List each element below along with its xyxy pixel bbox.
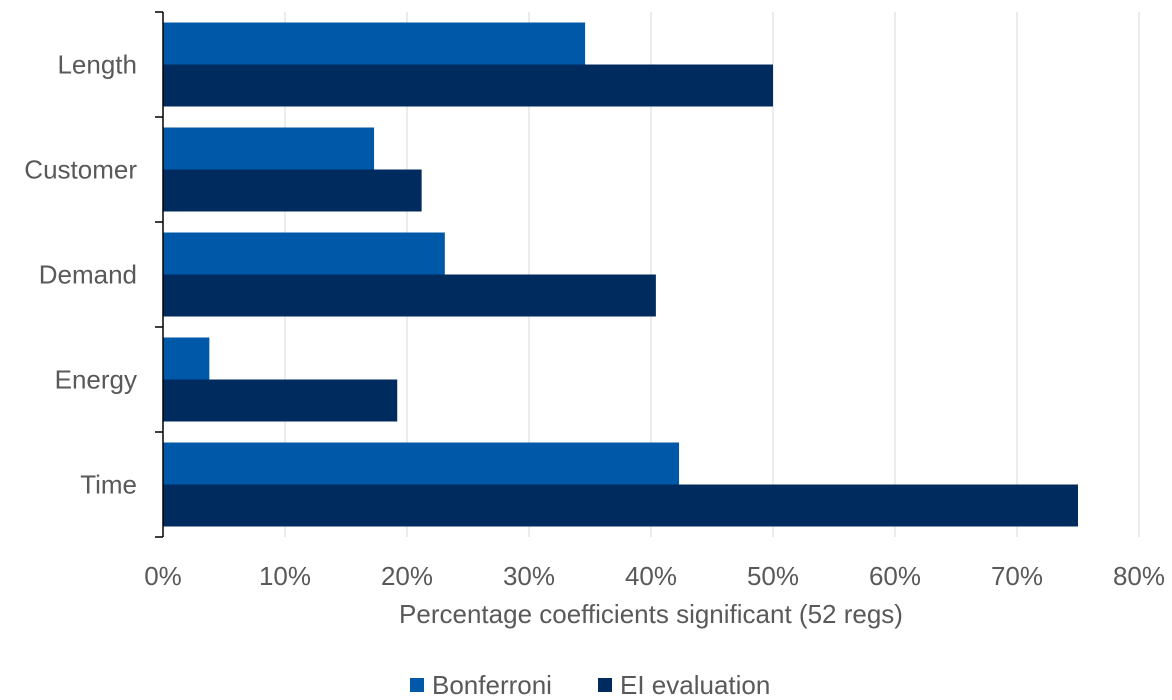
category-label-demand: Demand xyxy=(39,260,137,290)
x-tick-label: 50% xyxy=(747,561,799,591)
x-tick-label: 40% xyxy=(625,561,677,591)
axes xyxy=(155,11,164,538)
bar-time-bonferroni xyxy=(163,442,680,485)
bar-length-bonferroni xyxy=(163,22,586,65)
legend-label: Bonferroni xyxy=(432,670,552,700)
category-label-customer: Customer xyxy=(24,155,137,185)
bar-time-ei-evaluation xyxy=(163,484,1078,527)
bar-customer-bonferroni xyxy=(163,127,375,170)
x-tick-label: 30% xyxy=(503,561,555,591)
x-tick-labels: 0% 10% 20% 30% 40% 50% 60% 70% 80% xyxy=(144,561,1165,591)
bar-energy-ei-evaluation xyxy=(163,379,398,422)
category-label-length: Length xyxy=(57,50,137,80)
legend-label: EI evaluation xyxy=(620,670,770,700)
x-tick-label: 0% xyxy=(144,561,182,591)
category-labels: Length Customer Demand Energy Time xyxy=(24,50,137,500)
bar-demand-ei-evaluation xyxy=(163,274,656,317)
x-tick-label: 20% xyxy=(381,561,433,591)
category-label-time: Time xyxy=(80,470,137,500)
bar-demand-bonferroni xyxy=(163,232,445,275)
x-tick-label: 60% xyxy=(869,561,921,591)
bar-customer-ei-evaluation xyxy=(163,169,422,212)
legend-swatch xyxy=(598,678,612,692)
legend-swatch xyxy=(410,678,424,692)
x-axis-title: Percentage coefficients significant (52 … xyxy=(399,599,903,629)
category-label-energy: Energy xyxy=(55,365,137,395)
legend: Bonferroni EI evaluation xyxy=(410,670,770,700)
bars xyxy=(163,22,1078,527)
bar-energy-bonferroni xyxy=(163,337,210,380)
bar-length-ei-evaluation xyxy=(163,64,773,107)
x-tick-label: 80% xyxy=(1113,561,1165,591)
x-tick-label: 70% xyxy=(991,561,1043,591)
x-tick-label: 10% xyxy=(259,561,311,591)
